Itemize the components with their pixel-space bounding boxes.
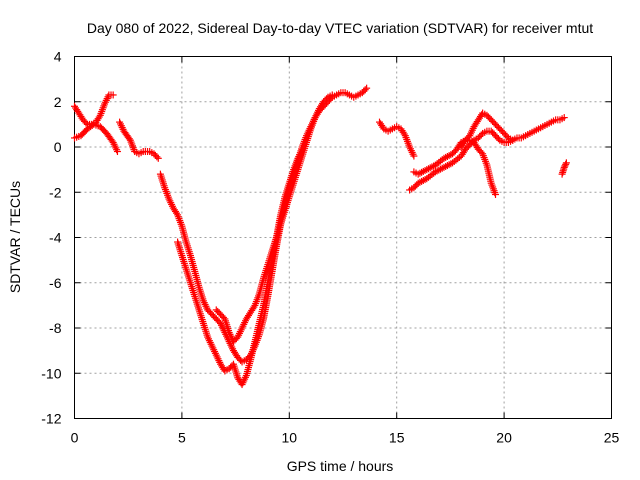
- y-tick-label: -6: [49, 275, 62, 291]
- data-point: [323, 95, 331, 103]
- chart-title: Day 080 of 2022, Sidereal Day-to-day VTE…: [87, 20, 593, 36]
- data-point: [113, 148, 121, 156]
- y-tick-labels: -12 -10 -8 -6 -4 -2 0 2 4: [41, 49, 61, 427]
- data-point: [477, 131, 485, 139]
- data-point: [153, 153, 161, 161]
- y-tick-label: 0: [54, 139, 62, 155]
- data-point: [560, 114, 568, 122]
- data-point: [400, 130, 408, 138]
- x-tick-label: 5: [178, 430, 186, 446]
- data-point: [361, 86, 369, 94]
- data-points: [71, 84, 570, 389]
- data-point: [173, 209, 181, 217]
- axis-ticks: [74, 56, 612, 419]
- x-tick-label: 15: [389, 430, 405, 446]
- data-point: [561, 162, 569, 170]
- data-point: [82, 119, 90, 127]
- y-tick-label: -4: [49, 230, 62, 246]
- y-tick-label: -8: [49, 320, 62, 336]
- y-tick-label: -10: [41, 365, 61, 381]
- x-tick-label: 0: [71, 430, 79, 446]
- data-point: [560, 163, 568, 171]
- data-point: [509, 136, 517, 144]
- y-tick-label: 2: [54, 94, 62, 110]
- data-point: [250, 303, 258, 311]
- data-point: [95, 113, 103, 121]
- data-point: [154, 154, 162, 162]
- data-point: [363, 84, 371, 92]
- y-tick-label: -2: [49, 184, 62, 200]
- y-tick-label: -12: [41, 411, 61, 427]
- data-point: [503, 132, 511, 140]
- data-point: [492, 191, 500, 199]
- data-point: [109, 91, 117, 99]
- data-point: [562, 159, 570, 167]
- data-point: [562, 160, 570, 168]
- x-axis-label: GPS time / hours: [287, 458, 394, 474]
- x-tick-label: 20: [496, 430, 512, 446]
- x-tick-label: 25: [604, 430, 620, 446]
- x-tick-labels: 0 5 10 15 20 25: [71, 430, 620, 446]
- x-tick-label: 10: [282, 430, 298, 446]
- data-point: [410, 152, 418, 160]
- y-axis-label: SDTVAR / TECUs: [7, 181, 23, 293]
- y-tick-label: 4: [54, 49, 62, 65]
- data-point: [328, 91, 336, 99]
- data-point: [494, 135, 502, 143]
